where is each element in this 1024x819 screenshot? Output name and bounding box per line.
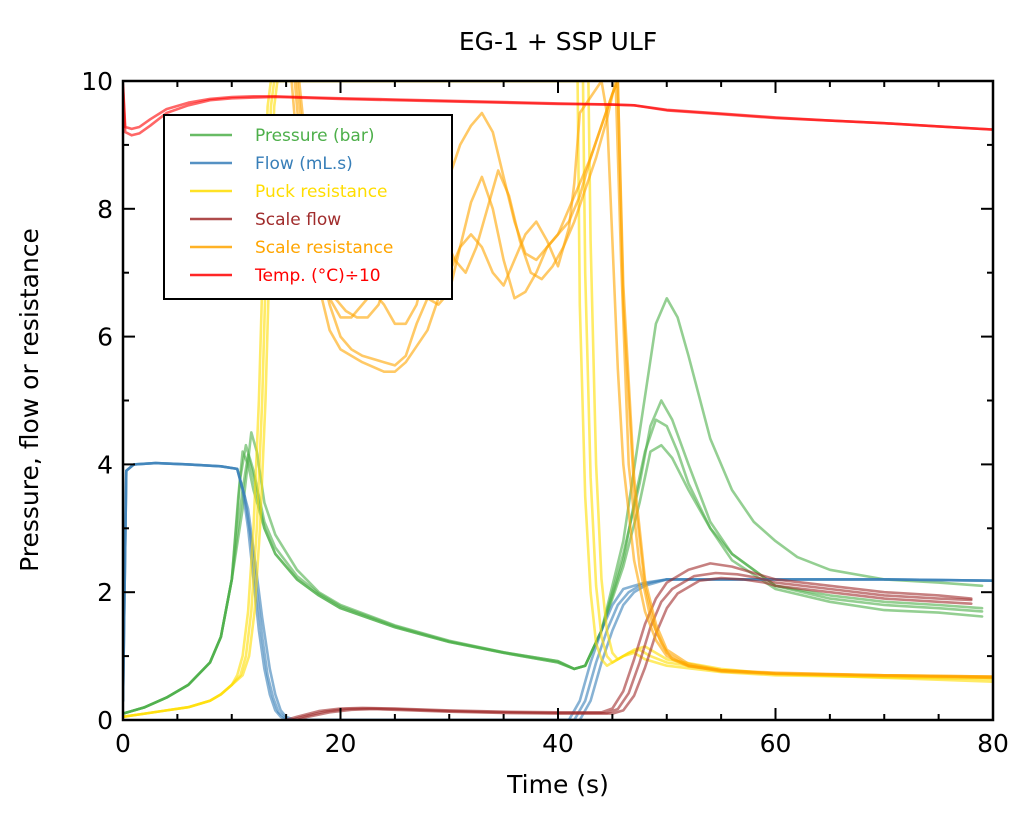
- series-line-1-run-2: [123, 461, 993, 720]
- series-line-2-run-2: [123, 81, 993, 719]
- x-tick-label: 0: [115, 729, 131, 758]
- y-tick-label: 2: [97, 578, 113, 607]
- series-line-4-run-1: [293, 81, 993, 680]
- x-tick-label: 20: [325, 729, 357, 758]
- legend-label: Puck resistance: [255, 182, 388, 202]
- legend: Pressure (bar) Flow (mL.s) Puck resistance…: [163, 114, 453, 300]
- x-axis-label: Time (s): [506, 770, 609, 799]
- y-tick-label: 8: [97, 195, 113, 224]
- x-tick-label: 80: [977, 729, 1009, 758]
- legend-frame: [163, 114, 453, 300]
- x-tick-label: 40: [542, 729, 574, 758]
- legend-label: Scale resistance: [255, 238, 393, 258]
- legend-label: Flow (mL.s): [255, 154, 353, 174]
- series-line-3-run-2: [295, 576, 973, 720]
- series-line-4-run-0: [290, 81, 993, 678]
- x-tick-label: 60: [760, 729, 792, 758]
- y-tick-label: 6: [97, 323, 113, 352]
- legend-label: Scale flow: [255, 210, 341, 230]
- y-tick-label: 10: [81, 67, 113, 96]
- y-tick-label: 0: [97, 706, 113, 735]
- y-axis-label: Pressure, flow or resistance: [15, 228, 44, 572]
- legend-label: Pressure (bar): [255, 126, 374, 146]
- series-line-4-run-3: [297, 81, 993, 678]
- y-tick-label: 4: [97, 450, 113, 479]
- series-line-5-run-1: [123, 82, 993, 131]
- series-line-0-run-3: [123, 297, 984, 715]
- ticks-layer: 0 20 40 60 80 0 2 4 6 8 10: [81, 67, 1009, 758]
- chart-title: EG-1 + SSP ULF: [459, 27, 657, 56]
- legend-label: Temp. (°C)÷10: [254, 266, 381, 286]
